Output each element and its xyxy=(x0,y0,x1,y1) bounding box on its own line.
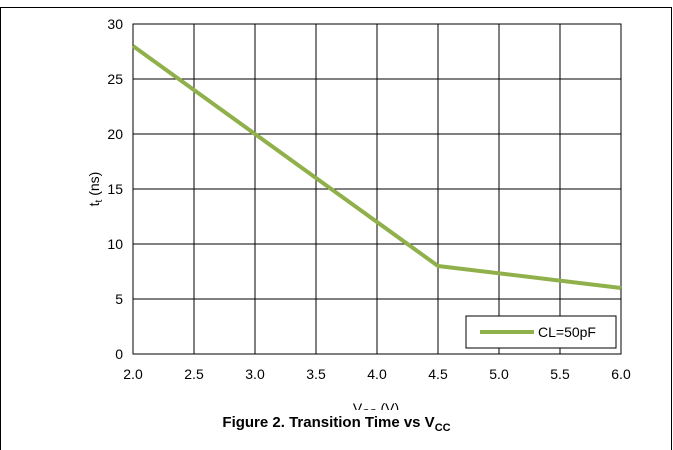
y-axis-title-rest: (ns) xyxy=(86,172,102,200)
x-tick-label: 5.0 xyxy=(489,366,509,382)
y-tick-label: 30 xyxy=(107,16,123,32)
grid-lines xyxy=(132,23,622,355)
x-tick-label: 3.0 xyxy=(245,366,265,382)
series-line xyxy=(131,44,622,290)
figure-frame-right xyxy=(671,7,672,450)
figure-frame-top xyxy=(0,7,672,8)
y-axis-title-main: t xyxy=(86,202,102,206)
y-tick-label: 25 xyxy=(107,71,123,87)
x-axis-title: VCC (V) xyxy=(353,400,399,410)
y-tick-labels: 0 5 10 15 20 25 30 xyxy=(107,16,123,362)
y-tick-label: 15 xyxy=(107,181,123,197)
x-tick-label: 4.5 xyxy=(428,366,448,382)
legend-label: CL=50pF xyxy=(538,324,596,340)
series-layer xyxy=(131,44,622,290)
y-tick-label: 20 xyxy=(107,126,123,142)
x-tick-label: 4.0 xyxy=(367,366,387,382)
figure-caption-main: Figure 2. Transition Time vs V xyxy=(222,414,435,431)
y-tick-label: 5 xyxy=(115,291,123,307)
plot-border xyxy=(132,23,622,355)
x-tick-label: 2.5 xyxy=(184,366,204,382)
x-axis-title-main: V xyxy=(353,400,363,410)
x-tick-labels: 2.0 2.5 3.0 3.5 4.0 4.5 5.0 5.5 6.0 xyxy=(123,366,631,382)
y-tick-label: 0 xyxy=(115,346,123,362)
x-axis-title-rest: (V) xyxy=(377,400,400,410)
y-axis-title-sub: t xyxy=(94,199,105,202)
x-axis-title-sub: CC xyxy=(362,408,376,410)
x-tick-label: 5.5 xyxy=(550,366,570,382)
x-tick-label: 3.5 xyxy=(306,366,326,382)
transition-time-chart: 2.0 2.5 3.0 3.5 4.0 4.5 5.0 5.5 6.0 0 5 10 15 20 25 30… xyxy=(86,16,631,410)
figure-caption: Figure 2. Transition Time vs VCC xyxy=(0,414,673,434)
figure-frame-left xyxy=(0,7,1,450)
x-tick-label: 2.0 xyxy=(123,366,143,382)
x-tick-label: 6.0 xyxy=(611,366,631,382)
y-tick-label: 10 xyxy=(107,236,123,252)
legend: CL=50pF xyxy=(465,315,617,349)
figure-caption-sub: CC xyxy=(434,422,451,434)
y-axis-title: tt (ns) xyxy=(86,172,105,207)
